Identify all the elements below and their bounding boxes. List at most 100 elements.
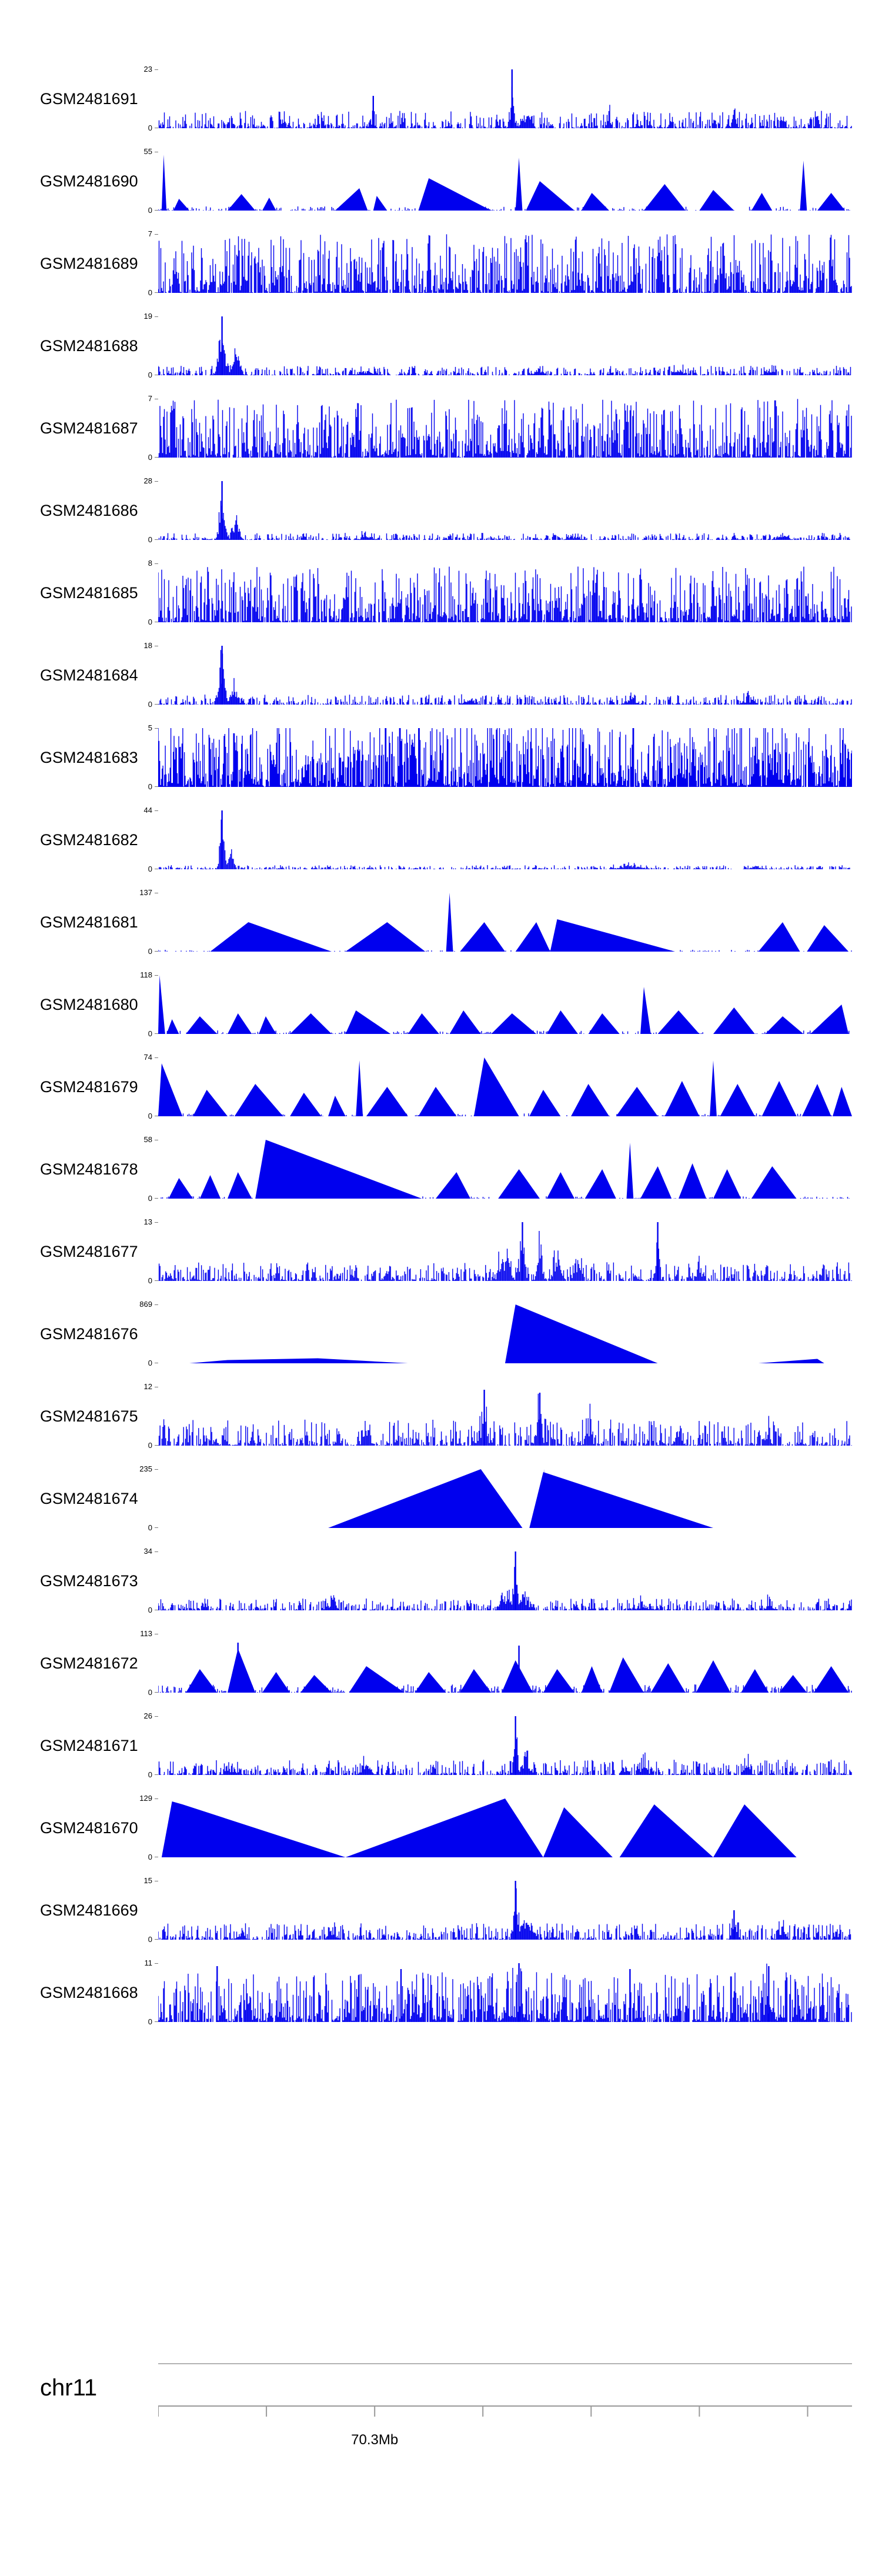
signal-plot [158,566,852,622]
y-axis-tick-top-icon [155,1551,158,1552]
signal-plot [158,1881,851,1940]
y-max-label: 15 [143,1876,152,1885]
y-min-label: 0 [148,371,152,379]
y-max-label: 235 [139,1464,152,1473]
track-row: GSM2481675 12 0 [0,1376,882,1459]
track-row: GSM2481680 118 0 [0,965,882,1047]
y-min-label: 0 [148,1935,152,1944]
y-axis-tick-top-icon [155,234,158,235]
y-axis-tick-bottom-icon [155,704,158,705]
track-name-label: GSM2481675 [40,1407,138,1425]
track-row: GSM2481681 137 0 [0,882,882,965]
y-min-label: 0 [148,1770,152,1779]
track-name-label: GSM2481683 [40,749,138,766]
y-min-label: 0 [148,1194,152,1203]
signal-plot [158,1716,852,1775]
signal-plot [158,1057,852,1116]
signal-plot [158,810,850,869]
track-row: GSM2481682 44 0 [0,800,882,882]
signal-plot [161,1140,850,1199]
y-axis-tick-bottom-icon [155,292,158,293]
track-row: GSM2481690 55 0 [0,141,882,223]
y-axis-tick-bottom-icon [155,1445,158,1446]
y-axis-tick-bottom-icon [155,1033,158,1034]
track-name-label: GSM2481669 [40,1901,138,1919]
y-axis-tick-bottom-icon [155,786,158,787]
y-max-label: 34 [143,1547,152,1556]
y-axis-tick-bottom-icon [155,210,158,211]
position-tick-label: 70.3Mb [351,2432,399,2448]
track-row: GSM2481669 15 0 [0,1870,882,1953]
y-min-label: 0 [148,865,152,873]
signal-plot [158,893,852,952]
track-row: GSM2481676 869 0 [0,1294,882,1376]
signal-plot [158,1390,852,1446]
y-max-label: 129 [139,1794,152,1803]
y-min-label: 0 [148,947,152,956]
y-min-label: 0 [148,535,152,544]
track-name-label: GSM2481678 [40,1160,138,1178]
track-name-label: GSM2481688 [40,337,138,355]
y-max-label: 19 [143,312,152,321]
y-max-label: 7 [148,394,152,403]
track-name-label: GSM2481672 [40,1654,138,1672]
track-name-label: GSM2481681 [40,913,138,931]
track-name-label: GSM2481680 [40,996,138,1013]
track-name-label: GSM2481684 [40,666,138,684]
y-axis-tick-bottom-icon [155,1692,158,1693]
y-axis-tick-top-icon [155,481,158,482]
signal-plot [161,1798,797,1857]
y-max-label: 118 [140,970,152,979]
y-axis-tick-top-icon [155,316,158,317]
signal-plot [158,1643,852,1693]
y-axis-tick-top-icon [155,1304,158,1305]
y-axis-tick-bottom-icon [155,2021,158,2022]
track-name-label: GSM2481670 [40,1819,138,1837]
y-axis-tick-top-icon [155,1057,158,1058]
y-min-label: 0 [148,206,152,215]
track-row: GSM2481688 19 0 [0,306,882,388]
y-min-label: 0 [148,782,152,791]
y-max-label: 18 [143,641,152,650]
y-min-label: 0 [148,618,152,626]
y-axis-tick-top-icon [155,563,158,564]
y-axis-tick-bottom-icon [155,457,158,458]
track-row: GSM2481668 11 0 [0,1953,882,2035]
y-min-label: 0 [148,288,152,297]
y-axis-tick-top-icon [155,1798,158,1799]
y-axis-tick-bottom-icon [155,539,158,540]
signal-plot [158,316,851,375]
signal-plot [158,1551,852,1610]
track-name-label: GSM2481691 [40,90,138,108]
track-row: GSM2481686 28 0 [0,471,882,553]
y-max-label: 113 [140,1629,152,1638]
track-row: GSM2481683 5 0 [0,718,882,800]
chromosome-label: chr11 [40,2375,98,2401]
y-axis-tick-bottom-icon [155,1774,158,1775]
y-min-label: 0 [148,1441,152,1450]
y-max-label: 74 [143,1053,152,1062]
y-axis-tick-bottom-icon [155,1198,158,1199]
track-name-label: GSM2481685 [40,584,138,602]
y-min-label: 0 [148,2017,152,2026]
signal-plot [158,975,850,1034]
signal-plot [158,1963,852,2022]
y-max-label: 869 [139,1300,152,1309]
track-name-label: GSM2481673 [40,1572,138,1590]
track-name-label: GSM2481676 [40,1325,138,1343]
axis-separator-line [158,2363,852,2364]
track-row: GSM2481673 34 0 [0,1541,882,1623]
signal-plot [158,646,852,705]
y-axis-tick-top-icon [155,810,158,811]
track-row: GSM2481685 8 0 [0,553,882,635]
y-max-label: 7 [148,229,152,238]
signal-plot [158,1222,852,1281]
y-max-label: 5 [148,723,152,732]
track-row: GSM2481677 13 0 [0,1212,882,1294]
track-row: GSM2481678 58 0 [0,1129,882,1212]
track-row: GSM2481687 7 0 [0,388,882,471]
track-row: GSM2481684 18 0 [0,635,882,718]
y-max-label: 137 [139,888,152,897]
y-axis-tick-bottom-icon [155,1527,158,1528]
